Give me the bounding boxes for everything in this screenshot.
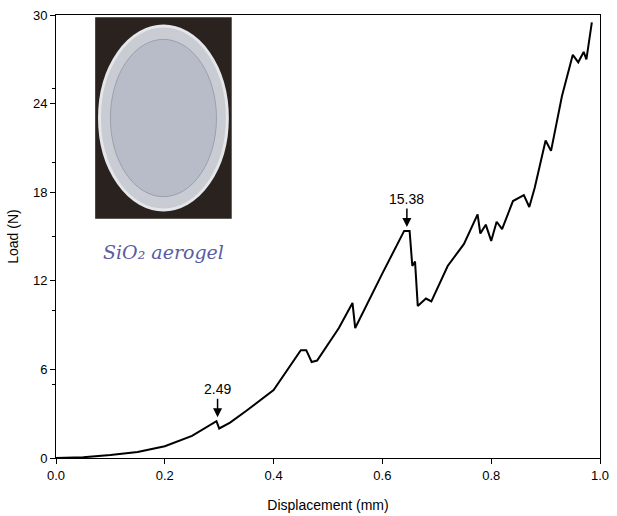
svg-text:SiO₂ aerogel: SiO₂ aerogel xyxy=(103,241,224,263)
svg-text:0.6: 0.6 xyxy=(373,468,391,483)
svg-text:30: 30 xyxy=(33,8,47,23)
svg-text:0.8: 0.8 xyxy=(482,468,500,483)
svg-text:0.2: 0.2 xyxy=(156,468,174,483)
svg-text:0.0: 0.0 xyxy=(47,468,65,483)
svg-text:Displacement (mm): Displacement (mm) xyxy=(267,497,388,513)
svg-text:Load (N): Load (N) xyxy=(5,209,21,263)
svg-text:24: 24 xyxy=(33,96,47,111)
svg-text:0: 0 xyxy=(40,451,47,466)
svg-text:18: 18 xyxy=(33,185,47,200)
svg-text:1.0: 1.0 xyxy=(591,468,609,483)
svg-text:12: 12 xyxy=(33,273,47,288)
svg-text:0.4: 0.4 xyxy=(265,468,283,483)
svg-text:6: 6 xyxy=(40,362,47,377)
svg-text:2.49: 2.49 xyxy=(204,381,231,397)
svg-text:15.38: 15.38 xyxy=(389,191,424,207)
